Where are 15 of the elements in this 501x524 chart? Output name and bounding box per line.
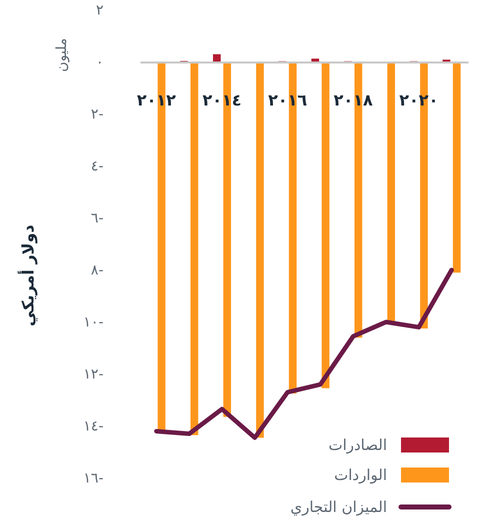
y-tick-label: ٢	[96, 2, 104, 18]
text: مليون	[54, 38, 70, 72]
y-tick-label: ١٦-	[83, 470, 104, 486]
y-tick-label: ٤-	[90, 158, 104, 174]
y-axis-title: دولار أمريكي	[18, 224, 38, 326]
y-tick-label: ١٤-	[83, 418, 104, 434]
y-tick-label: ٨-	[90, 262, 104, 278]
legend-label: الصادرات	[328, 436, 387, 454]
y-tick-label: ١٢-	[83, 366, 104, 382]
legend-label: الميزان التجاري	[290, 498, 387, 516]
y-tick-label: ٦-	[90, 210, 104, 226]
y-tick-label: ١٠-	[83, 314, 104, 330]
y-tick-label: ٢-	[90, 106, 104, 122]
y-tick-label: ٠	[96, 54, 104, 70]
legend-label: الواردات	[334, 466, 387, 484]
